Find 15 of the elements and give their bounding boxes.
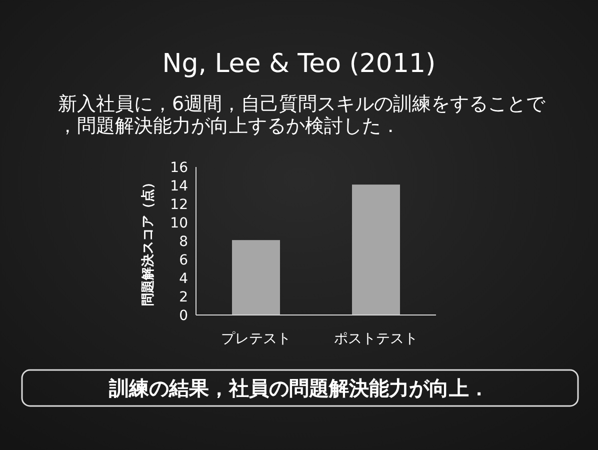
y-tick-label: 0 [179,308,188,324]
chart-subtitle: 新入社員に，6週間，自己質問スキルの訓練をすることで，問題解決能力が向上するか検討した． [58,93,546,137]
x-tick-label: プレテスト [221,331,291,347]
y-tick-label: 16 [170,160,188,176]
y-tick-label: 6 [179,252,188,268]
y-tick-label: 14 [170,178,188,194]
y-tick-label: 12 [170,196,188,213]
x-tick-label: ポストテスト [334,331,418,347]
y-tick-label: 8 [179,234,188,250]
y-axis-title: 問題解決スコア（点） [140,176,156,306]
y-tick-label: 10 [170,215,188,232]
y-tick-label: 2 [179,289,188,306]
text: 訓練の結果，社員の問題解決能力が向上． [108,376,489,400]
y-tick-label: 4 [179,270,188,287]
chart-title: Ng, Lee & Teo (2011) [162,49,436,79]
